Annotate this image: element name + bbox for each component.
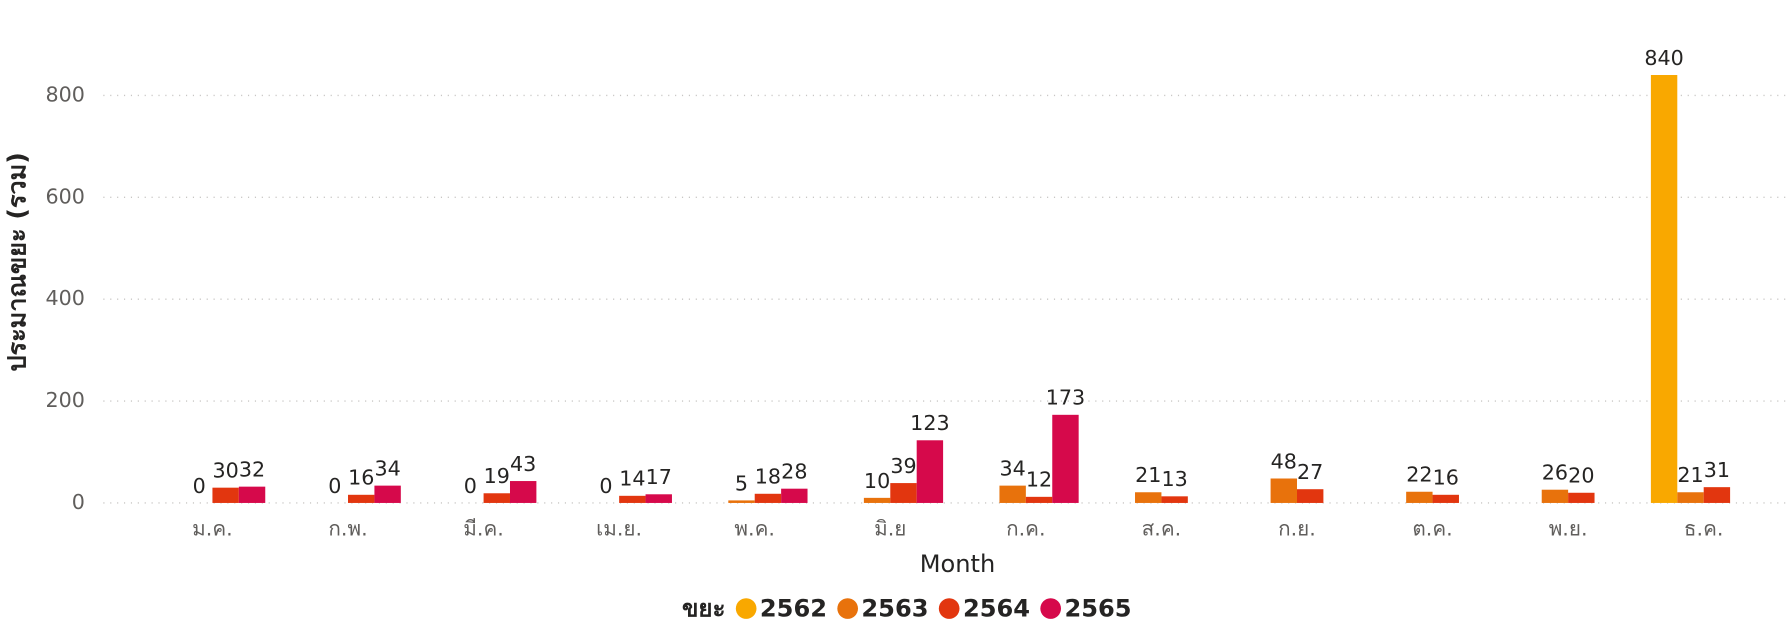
bar [619,495,646,503]
y-tick-label: 800 [46,82,85,106]
data-label: 21 [1677,463,1703,487]
x-tick-label: พ.ค. [734,516,775,540]
data-label: 10 [864,469,890,493]
x-tick-label: มี.ค. [463,516,504,540]
bar [781,488,808,503]
bar [645,494,672,503]
data-label: 31 [1704,458,1730,482]
data-label: 16 [1433,466,1459,490]
data-label: 0 [328,474,341,498]
data-label: 48 [1271,449,1297,473]
x-tick-label: ก.ค. [1006,516,1045,540]
bar [916,440,944,503]
x-tick-label: ธ.ค. [1684,516,1724,540]
data-label: 39 [890,454,916,478]
y-tick-label: 200 [46,388,85,412]
bar [509,481,537,503]
bar [238,486,266,503]
bar [728,500,755,503]
data-label: 12 [1026,468,1052,492]
bar [1161,496,1188,503]
y-tick-label: 600 [46,184,85,208]
legend-title: ขยะ [682,595,726,619]
data-label: 840 [1644,46,1683,70]
x-tick-label: ม.ค. [192,516,233,540]
bar [999,485,1026,503]
data-label: 30 [212,459,238,483]
data-label: 16 [348,466,374,490]
bar [348,494,375,503]
x-tick-label: พ.ย. [1549,516,1588,540]
data-label: 27 [1297,460,1323,484]
data-label: 17 [646,465,672,489]
data-label: 0 [464,474,477,498]
bar [1432,494,1459,503]
legend-label: 2565 [1064,595,1131,619]
data-label: 32 [239,458,265,482]
x-tick-label: ส.ค. [1142,516,1182,540]
data-label: 19 [484,464,510,488]
legend-swatch [938,598,960,619]
data-label: 20 [1568,464,1594,488]
data-label: 123 [910,411,949,435]
y-tick-label: 0 [72,490,85,514]
bar [1025,496,1053,503]
data-label: 34 [374,457,400,481]
data-label: 28 [781,460,807,484]
data-label: 5 [735,471,748,495]
x-tick-label: ก.พ. [328,516,367,540]
data-label: 14 [619,467,645,491]
data-label: 18 [755,465,781,489]
bar [1296,489,1324,503]
bar [1406,491,1433,503]
data-label: 0 [193,474,206,498]
legend-swatch [735,598,757,619]
bar [754,493,782,503]
data-label: 22 [1406,463,1432,487]
bar [890,483,917,503]
data-label: 173 [1046,386,1085,410]
x-tick-label: ต.ค. [1412,516,1452,540]
y-axis-label: ประมาณขยะ (รวม) [2,152,31,371]
x-tick-label: มิ.ย [874,516,906,540]
data-label: 43 [510,452,536,476]
legend-label: 2564 [963,595,1030,619]
data-label: 21 [1135,463,1161,487]
data-label: 26 [1542,461,1568,485]
bar [1270,478,1297,503]
bar [1568,492,1595,503]
x-axis-label: Month [920,550,996,578]
legend-label: 2562 [760,595,827,619]
data-label: 34 [1000,457,1026,481]
bar [1541,489,1569,503]
legend-label: 2563 [861,595,928,619]
bar [1677,492,1704,503]
bar [1703,487,1731,503]
legend-swatch [837,598,858,619]
bar [1135,492,1162,503]
data-label: 13 [1161,467,1187,491]
x-tick-label: ก.ย. [1278,516,1316,540]
bar [212,487,239,503]
y-tick-label: 400 [46,286,85,310]
data-label: 0 [599,474,612,498]
bar [374,485,401,503]
bar [483,493,510,503]
legend-swatch [1040,598,1062,619]
x-tick-label: เม.ย. [596,516,642,540]
bar [863,497,891,503]
bar [1650,75,1678,503]
bar [1052,414,1079,503]
